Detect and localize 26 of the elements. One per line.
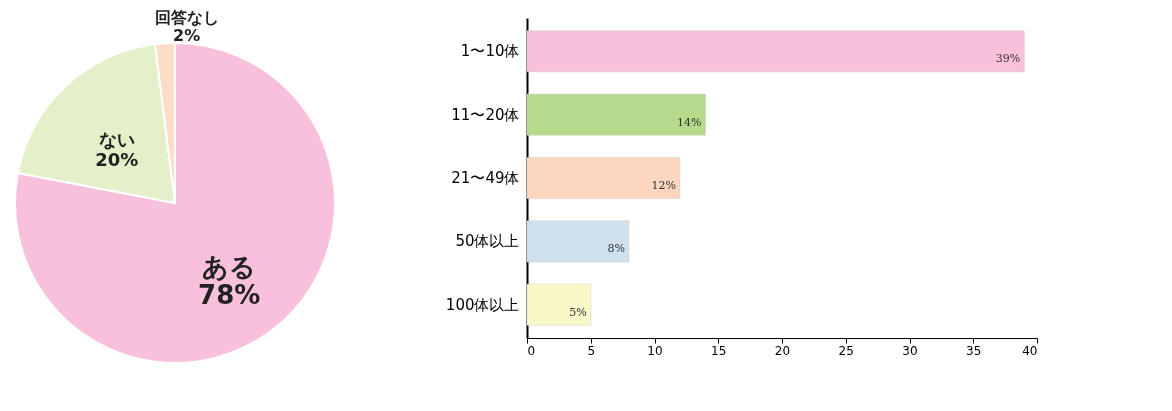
x-tick-label: 25 <box>838 343 854 358</box>
x-tick-label: 0 <box>527 343 536 358</box>
data-label: 20% <box>95 149 139 171</box>
data-label: 12% <box>651 179 676 192</box>
x-tick-label: 40 <box>1022 343 1038 358</box>
y-tick-label: 100体以上 <box>445 295 520 314</box>
data-label: 39% <box>995 52 1021 66</box>
x-tick-label: 30 <box>902 343 918 358</box>
y-tick-label: 11〜20体 <box>451 105 520 124</box>
y-tick-label: 21〜49体 <box>451 169 520 187</box>
data-label: 5% <box>569 305 587 319</box>
x-tick-label: 35 <box>966 343 982 358</box>
pie-slice <box>14 42 336 364</box>
slice-label: ある <box>202 252 257 283</box>
x-tick-label: 20 <box>774 343 791 358</box>
data-label: 78% <box>198 280 261 311</box>
x-tick-label: 10 <box>647 343 663 358</box>
y-tick-label: 50体以上 <box>455 232 520 251</box>
y-tick-label: 1〜10体 <box>460 42 520 61</box>
data-label: 14% <box>677 115 702 129</box>
slice-label: 回答なし <box>154 8 219 28</box>
x-tick-label: 5 <box>587 343 596 358</box>
data-label: 2% <box>173 26 201 46</box>
data-label: 8% <box>607 242 625 256</box>
x-tick-label: 15 <box>711 343 727 358</box>
slice-label: ない <box>98 129 135 151</box>
